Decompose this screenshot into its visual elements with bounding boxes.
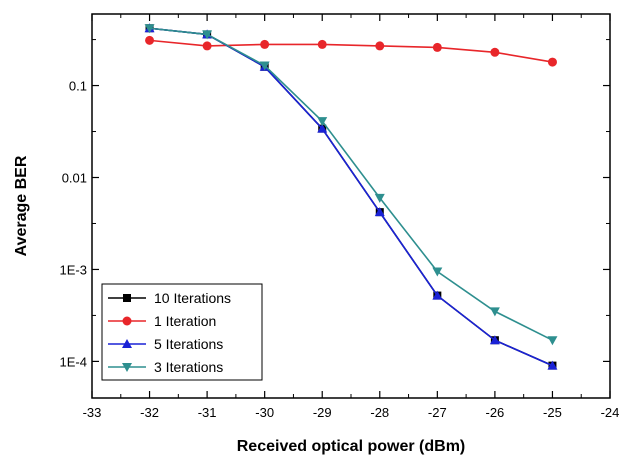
y-tick-label: 1E-4 <box>60 354 87 369</box>
data-point-1-iteration <box>260 39 270 49</box>
series-line-3-iterations <box>149 27 553 341</box>
legend-item-10-iterations: 10 Iterations <box>108 290 231 306</box>
data-point-3-iterations <box>547 336 558 346</box>
series-3-iterations <box>144 24 558 346</box>
series-line-1-iteration <box>149 39 553 63</box>
data-point-5-iterations <box>317 123 328 133</box>
data-point-1-iteration <box>317 39 327 49</box>
legend-marker-10-iterations <box>123 294 131 302</box>
series-1-iteration <box>145 35 557 67</box>
x-tick-label: -28 <box>370 405 389 420</box>
y-axis-title: Average BER <box>13 155 30 256</box>
y-tick-label: 1E-3 <box>60 262 87 277</box>
series-layer <box>144 23 558 370</box>
x-tick-label: -29 <box>313 405 332 420</box>
legend-label-1-iteration: 1 Iteration <box>154 313 216 329</box>
x-tick-label: -25 <box>543 405 562 420</box>
data-point-3-iterations <box>202 30 213 40</box>
x-tick-label: -27 <box>428 405 447 420</box>
legend-label-10-iterations: 10 Iterations <box>154 290 231 306</box>
legend-marker-5-iterations <box>122 339 132 348</box>
data-point-3-iterations <box>374 193 385 203</box>
data-point-5-iterations <box>374 207 385 217</box>
axes: -33 -32 -31 -30 -29 -28 -27 -26 -25 -24 0.1 0.01 1E-… <box>60 14 620 420</box>
data-point-3-iterations <box>489 307 500 317</box>
legend-item-1-iteration: 1 Iteration <box>108 313 216 329</box>
data-point-1-iteration <box>490 47 500 57</box>
legend-marker-1-iteration <box>122 316 132 326</box>
data-point-3-iterations <box>432 267 443 277</box>
x-tick-label: -26 <box>485 405 504 420</box>
y-tick-label: 0.01 <box>62 171 87 186</box>
data-point-5-iterations <box>489 335 500 345</box>
legend-item-3-iterations: 3 Iterations <box>108 359 223 375</box>
data-point-5-iterations <box>547 360 558 370</box>
data-point-3-iterations <box>144 24 155 34</box>
x-tick-label: -31 <box>198 405 217 420</box>
x-tick-label: -32 <box>140 405 159 420</box>
data-point-5-iterations <box>432 290 443 300</box>
data-point-1-iteration <box>547 57 557 67</box>
x-tick-label: -24 <box>601 405 620 420</box>
y-tick-label: 0.1 <box>69 79 87 94</box>
legend-label-3-iterations: 3 Iterations <box>154 359 223 375</box>
data-point-1-iteration <box>432 42 442 52</box>
legend-label-5-iterations: 5 Iterations <box>154 336 223 352</box>
x-tick-label: -30 <box>255 405 274 420</box>
data-point-1-iteration <box>202 41 212 51</box>
x-axis-title: Received optical power (dBm) <box>237 438 466 455</box>
data-point-3-iterations <box>259 61 270 71</box>
legend-marker-3-iterations <box>122 363 132 372</box>
x-tick-label: -33 <box>83 405 102 420</box>
data-point-1-iteration <box>145 35 155 45</box>
data-point-3-iterations <box>317 117 328 127</box>
data-point-1-iteration <box>375 41 385 51</box>
legend: 10 Iterations 1 Iteration 5 Iterations 3 It… <box>101 283 263 381</box>
legend-item-5-iterations: 5 Iterations <box>108 336 223 352</box>
